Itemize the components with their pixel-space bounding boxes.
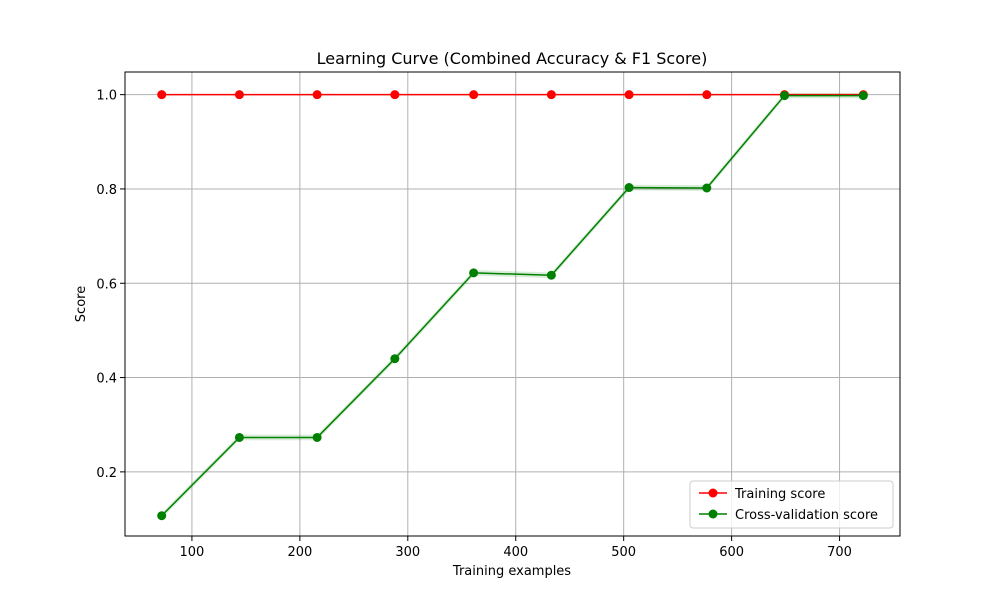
series-line-1 xyxy=(161,94,864,517)
series-point-1 xyxy=(546,270,556,280)
x-tick-label: 600 xyxy=(719,545,744,560)
series-point-1 xyxy=(780,91,790,101)
legend-marker-training xyxy=(708,488,718,498)
x-tick-label: 300 xyxy=(395,545,420,560)
legend-box xyxy=(689,480,894,529)
y-tick-label: 0.2 xyxy=(96,466,117,481)
series-band-1 xyxy=(161,92,864,519)
series-point-0 xyxy=(702,90,712,100)
series-point-0 xyxy=(312,90,322,100)
series-point-0 xyxy=(234,90,244,100)
x-tick-label: 500 xyxy=(611,545,636,560)
series-point-0 xyxy=(469,90,479,100)
x-axis-label: Training examples xyxy=(452,564,571,579)
legend: Training score Cross-validation score xyxy=(689,480,894,529)
series-point-1 xyxy=(624,183,634,193)
legend-marker-cv xyxy=(708,509,718,519)
legend-label-cv: Cross-validation score xyxy=(735,508,878,523)
series-point-0 xyxy=(624,90,634,100)
y-tick-label: 0.4 xyxy=(96,372,117,387)
series-markers xyxy=(157,90,868,521)
series-point-1 xyxy=(858,91,868,101)
confidence-bands xyxy=(161,92,864,519)
x-axis-ticks: 100 200 300 400 500 600 700 xyxy=(180,536,852,560)
series-point-1 xyxy=(390,354,400,364)
y-tick-label: 0.6 xyxy=(96,277,117,292)
y-tick-label: 0.8 xyxy=(96,183,117,198)
series-lines xyxy=(161,93,864,517)
legend-label-training: Training score xyxy=(734,487,825,502)
series-point-0 xyxy=(390,90,400,100)
plot-frame xyxy=(124,71,901,537)
series-point-1 xyxy=(702,183,712,193)
series-point-1 xyxy=(469,268,479,278)
series-point-1 xyxy=(234,432,244,442)
x-tick-label: 100 xyxy=(180,545,205,560)
series-point-1 xyxy=(312,432,322,442)
y-axis-label: Score xyxy=(74,286,89,322)
series-point-0 xyxy=(546,90,556,100)
chart-title: Learning Curve (Combined Accuracy & F1 S… xyxy=(317,49,708,68)
y-axis-ticks: 0.2 0.4 0.6 0.8 1.0 xyxy=(96,89,125,481)
grid xyxy=(125,72,900,536)
x-tick-label: 700 xyxy=(827,545,852,560)
series-point-0 xyxy=(157,90,167,100)
x-tick-label: 400 xyxy=(503,545,528,560)
x-tick-label: 200 xyxy=(287,545,312,560)
series-point-1 xyxy=(157,511,167,521)
y-tick-label: 1.0 xyxy=(96,89,117,104)
